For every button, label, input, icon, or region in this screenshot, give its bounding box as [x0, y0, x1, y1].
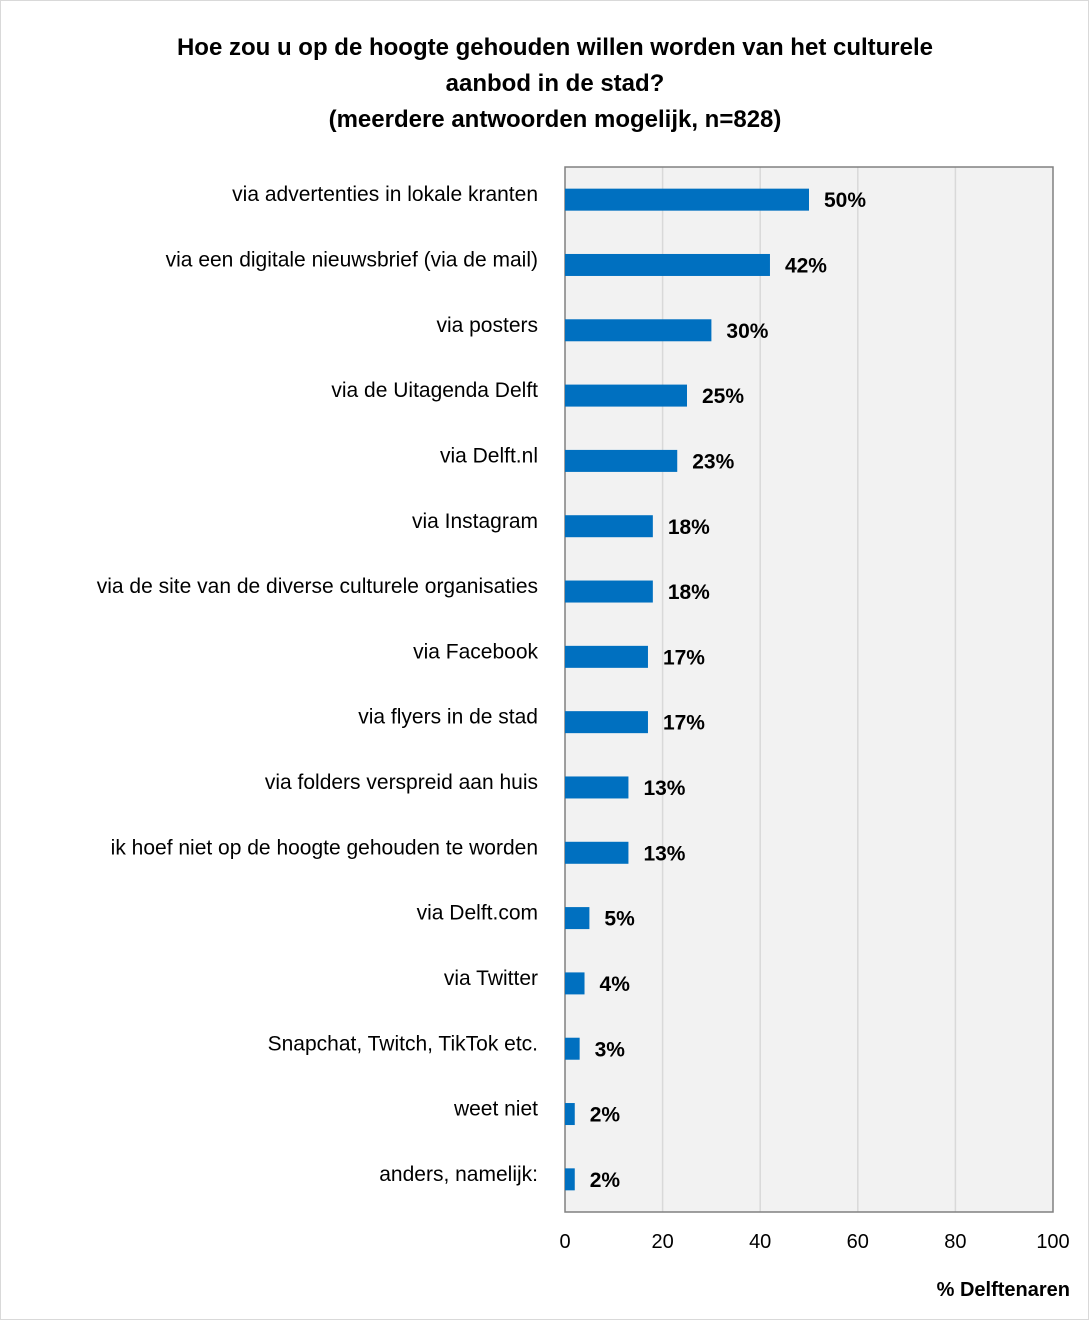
data-label: 4%	[600, 973, 631, 996]
category-label: via Instagram	[412, 510, 538, 533]
data-label: 17%	[663, 646, 705, 669]
category-label: via Delft.com	[417, 902, 538, 925]
bar	[565, 188, 809, 211]
data-label: 23%	[692, 450, 734, 473]
data-label: 13%	[643, 842, 685, 865]
bar	[565, 972, 585, 995]
category-label: via een digitale nieuwsbrief (via de mai…	[166, 249, 538, 272]
bar	[565, 841, 629, 864]
bar	[565, 449, 678, 472]
x-tick-label: 40	[749, 1231, 771, 1253]
bar	[565, 1168, 575, 1191]
bar	[565, 319, 712, 342]
bar	[565, 515, 653, 538]
category-label: via de site van de diverse culturele org…	[97, 575, 538, 598]
x-tick-label: 100	[1036, 1231, 1069, 1253]
category-label: via flyers in de stad	[358, 706, 538, 729]
data-label: 18%	[668, 516, 710, 539]
chart-title-line-3: (meerdere antwoorden mogelijk, n=828)	[328, 106, 782, 133]
data-label: 42%	[785, 255, 827, 278]
category-label: Snapchat, Twitch, TikTok etc.	[268, 1032, 538, 1055]
data-label: 17%	[663, 712, 705, 735]
x-axis-title: % Delftenaren	[937, 1279, 1070, 1301]
x-tick-label: 80	[944, 1231, 966, 1253]
bar	[565, 711, 648, 734]
category-label: via folders verspreid aan huis	[265, 771, 538, 794]
category-label: via Twitter	[444, 967, 538, 990]
data-label: 13%	[643, 777, 685, 800]
category-label: via de Uitagenda Delft	[331, 379, 538, 402]
category-label: via posters	[436, 314, 538, 337]
chart-title-line-1: Hoe zou u op de hoogte gehouden willen w…	[176, 34, 934, 61]
data-label: 2%	[590, 1169, 621, 1192]
bar	[565, 907, 590, 930]
data-label: 18%	[668, 581, 710, 604]
bar	[565, 1103, 575, 1126]
plot-border	[564, 166, 1054, 1213]
category-label: via Facebook	[413, 640, 538, 663]
bar	[565, 1037, 580, 1060]
x-tick-label: 20	[651, 1231, 673, 1253]
x-tick-label: 60	[847, 1231, 869, 1253]
data-label: 30%	[726, 320, 768, 343]
data-label: 25%	[702, 385, 744, 408]
data-label: 5%	[604, 908, 635, 931]
data-label: 50%	[824, 189, 866, 212]
chart-title: Hoe zou u op de hoogte gehouden willen w…	[0, 30, 1090, 138]
category-label: via advertenties in lokale kranten	[232, 183, 538, 206]
bar	[565, 645, 648, 668]
category-label: via Delft.nl	[440, 444, 538, 467]
bar	[565, 580, 653, 603]
x-tick-label: 0	[559, 1231, 570, 1253]
data-label: 3%	[595, 1038, 626, 1061]
data-label: 2%	[590, 1104, 621, 1127]
category-label: weet niet	[453, 1098, 538, 1121]
bar	[565, 384, 687, 407]
category-label: anders, namelijk:	[379, 1163, 538, 1186]
bar	[565, 253, 770, 276]
bar	[565, 776, 629, 799]
chart-title-line-2: aanbod in de stad?	[445, 70, 665, 97]
category-label: ik hoef niet op de hoogte gehouden te wo…	[111, 836, 538, 859]
